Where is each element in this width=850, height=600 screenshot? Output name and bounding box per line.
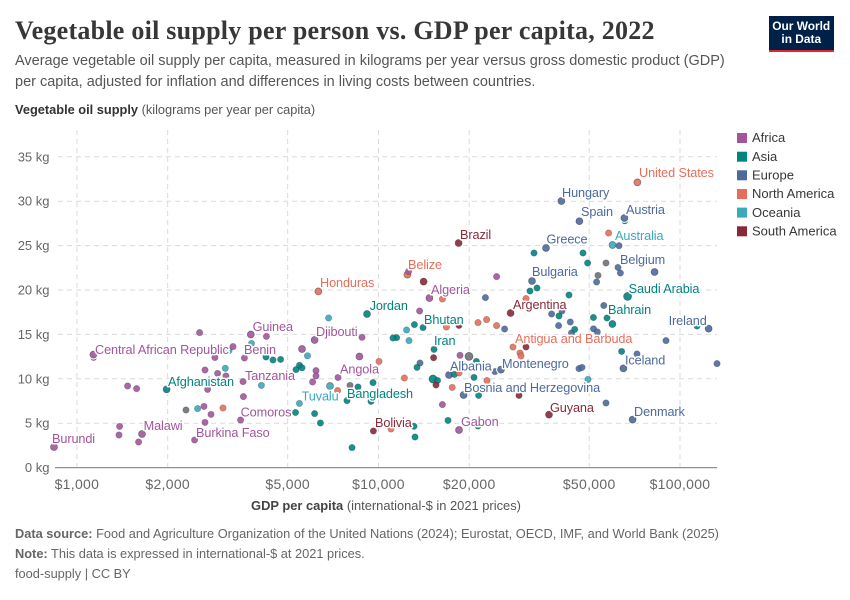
svg-text:United States: United States <box>639 166 714 180</box>
svg-text:Tuvalu: Tuvalu <box>302 390 339 404</box>
svg-text:Bulgaria: Bulgaria <box>532 265 579 279</box>
svg-text:Saudi Arabia: Saudi Arabia <box>629 282 701 296</box>
svg-text:Bolivia: Bolivia <box>375 416 413 430</box>
svg-text:10 kg: 10 kg <box>18 371 50 386</box>
svg-text:Ireland: Ireland <box>669 314 707 328</box>
svg-text:Brazil: Brazil <box>460 228 491 242</box>
svg-text:Iran: Iran <box>434 334 456 348</box>
svg-text:25 kg: 25 kg <box>18 238 50 253</box>
svg-text:Burundi: Burundi <box>52 432 95 446</box>
svg-text:Tanzania: Tanzania <box>245 369 296 383</box>
svg-text:Djibouti: Djibouti <box>316 325 358 339</box>
svg-text:North America: North America <box>752 186 835 201</box>
svg-text:Guyana: Guyana <box>550 401 595 415</box>
svg-text:Benin: Benin <box>244 343 276 357</box>
svg-text:Comoros: Comoros <box>241 406 292 420</box>
svg-text:Burkina Faso: Burkina Faso <box>196 426 270 440</box>
svg-text:Africa: Africa <box>752 130 786 145</box>
svg-text:$100,000: $100,000 <box>650 476 711 492</box>
svg-text:0 kg: 0 kg <box>25 460 50 475</box>
svg-text:Australia: Australia <box>615 229 665 243</box>
svg-text:Europe: Europe <box>752 168 794 183</box>
svg-text:Iceland: Iceland <box>625 354 665 368</box>
svg-text:Bosnia and Herzegovina: Bosnia and Herzegovina <box>464 381 601 395</box>
svg-text:Bangladesh: Bangladesh <box>347 387 413 401</box>
svg-text:Albania: Albania <box>450 360 493 374</box>
svg-text:Jordan: Jordan <box>370 299 408 313</box>
svg-text:Algeria: Algeria <box>431 283 471 297</box>
svg-text:35 kg: 35 kg <box>18 149 50 164</box>
svg-text:Antigua and Barbuda: Antigua and Barbuda <box>515 332 633 346</box>
svg-text:Gabon: Gabon <box>461 415 499 429</box>
svg-text:Malawi: Malawi <box>144 419 183 433</box>
svg-text:$2,000: $2,000 <box>145 476 190 492</box>
svg-text:Belize: Belize <box>408 258 442 272</box>
svg-text:Honduras: Honduras <box>320 276 374 290</box>
svg-text:Hungary: Hungary <box>562 186 610 200</box>
svg-text:Greece: Greece <box>547 233 588 247</box>
svg-text:Montenegro: Montenegro <box>502 357 569 371</box>
svg-text:5 kg: 5 kg <box>25 416 50 431</box>
svg-text:$20,000: $20,000 <box>443 476 496 492</box>
svg-text:Spain: Spain <box>581 205 613 219</box>
svg-text:$10,000: $10,000 <box>352 476 405 492</box>
svg-text:Bhutan: Bhutan <box>424 313 464 327</box>
svg-text:Angola: Angola <box>340 363 380 377</box>
svg-text:Belgium: Belgium <box>620 253 665 267</box>
svg-text:15 kg: 15 kg <box>18 327 50 342</box>
svg-text:Guinea: Guinea <box>253 320 294 334</box>
svg-text:$5,000: $5,000 <box>265 476 310 492</box>
svg-text:Central African Republic: Central African Republic <box>95 343 229 357</box>
svg-text:Asia: Asia <box>752 149 778 164</box>
svg-text:$1,000: $1,000 <box>55 476 100 492</box>
svg-text:20 kg: 20 kg <box>18 283 50 298</box>
svg-text:South America: South America <box>752 224 837 239</box>
svg-text:Afghanistan: Afghanistan <box>168 375 234 389</box>
svg-text:Bahrain: Bahrain <box>608 303 651 317</box>
svg-text:Oceania: Oceania <box>752 205 801 220</box>
svg-text:Austria: Austria <box>626 203 666 217</box>
svg-text:Denmark: Denmark <box>634 405 686 419</box>
svg-text:GDP per capita (international-: GDP per capita (international-$ in 2021 … <box>251 498 521 513</box>
svg-text:$50,000: $50,000 <box>563 476 616 492</box>
svg-text:Argentina: Argentina <box>513 298 567 312</box>
svg-text:30 kg: 30 kg <box>18 194 50 209</box>
